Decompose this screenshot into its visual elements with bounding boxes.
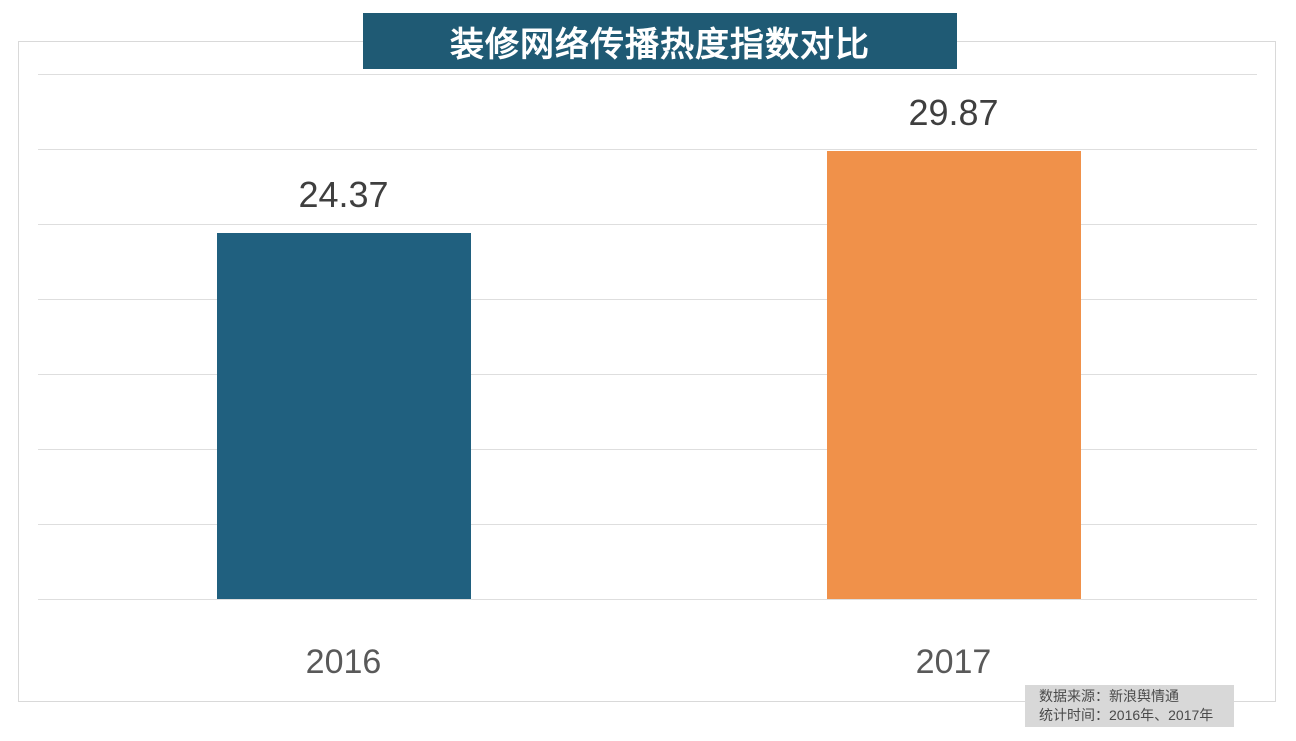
- gridline: [38, 449, 1257, 450]
- gridline: [38, 374, 1257, 375]
- gridline: [38, 74, 1257, 75]
- bar-2017: [826, 151, 1081, 599]
- gridline: [38, 224, 1257, 225]
- gridline: [38, 524, 1257, 525]
- gridline: [38, 299, 1257, 300]
- category-label-2017: 2017: [915, 643, 992, 681]
- value-label-2016: 24.37: [298, 174, 389, 215]
- gridline: [38, 599, 1257, 600]
- gridline: [38, 149, 1257, 150]
- category-label-2016: 2016: [305, 643, 382, 681]
- bar-2016: [216, 233, 471, 599]
- source-note-line1: 数据来源：新浪舆情通: [1039, 688, 1179, 704]
- source-note-line2: 统计时间：2016年、2017年: [1039, 707, 1214, 723]
- value-label-2017: 29.87: [908, 92, 999, 133]
- chart-title-banner: 装修网络传播热度指数对比: [363, 13, 957, 69]
- chart-title: 装修网络传播热度指数对比: [450, 25, 870, 64]
- source-note-box: 数据来源：新浪舆情通 统计时间：2016年、2017年: [1025, 685, 1234, 727]
